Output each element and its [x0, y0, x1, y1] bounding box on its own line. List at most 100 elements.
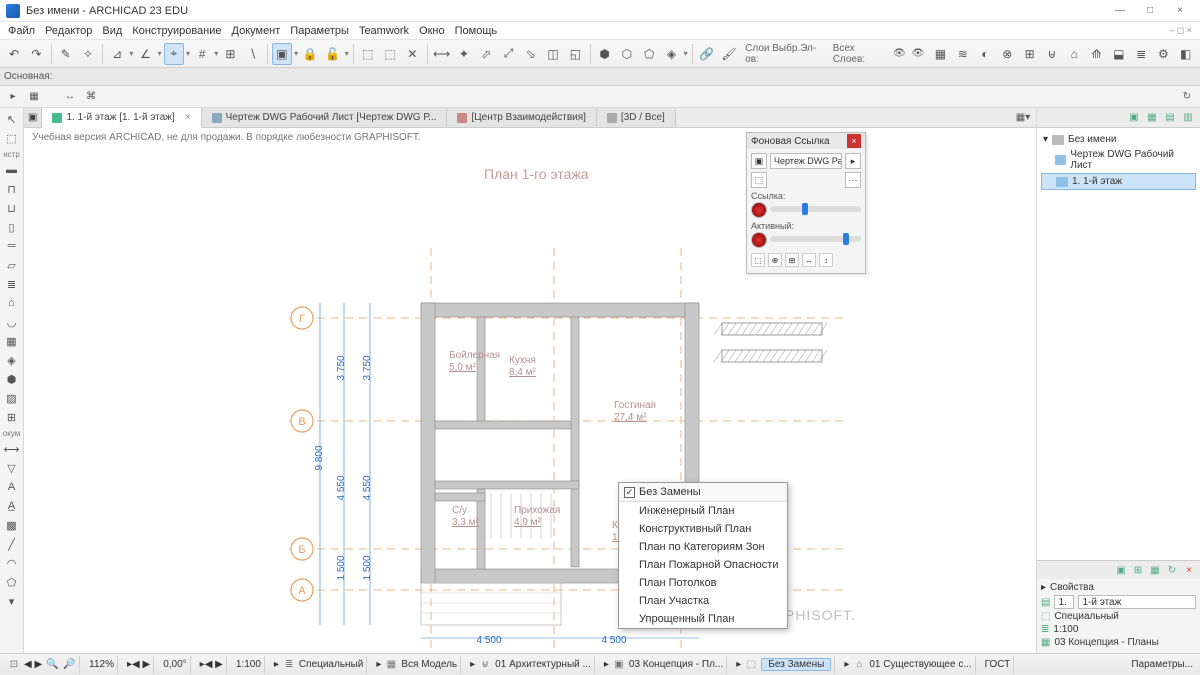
- r9-icon[interactable]: ⬓: [1109, 43, 1129, 65]
- dropdown-item[interactable]: План Потолков: [619, 574, 787, 592]
- tree-item-floor[interactable]: 1. 1-й этаж: [1041, 173, 1196, 190]
- sb-zoom-ctrl[interactable]: ⊡◀ ▶ 🔍 🔎: [4, 656, 80, 674]
- dropdown-item[interactable]: План Пожарной Опасности: [619, 556, 787, 574]
- fill-tool-icon[interactable]: ▩: [2, 516, 22, 534]
- ib-3-icon[interactable]: ↔: [61, 88, 79, 106]
- link-icon[interactable]: 🔗: [697, 43, 717, 65]
- sb-replace[interactable]: Без Замены: [761, 658, 831, 671]
- bgref-go-icon[interactable]: ▸: [845, 153, 861, 169]
- dropdown-item[interactable]: Конструктивный План: [619, 520, 787, 538]
- roof-tool-icon[interactable]: ⌂: [2, 294, 22, 312]
- eye1-icon[interactable]: 👁: [891, 45, 908, 63]
- line-tool-icon[interactable]: ╱: [2, 535, 22, 553]
- nav-mode1-icon[interactable]: ▣: [1126, 110, 1142, 126]
- level-tool-icon[interactable]: ▽: [2, 459, 22, 477]
- sb-gost[interactable]: ГОСТ: [985, 659, 1011, 670]
- arc-tool-icon[interactable]: ◠: [2, 554, 22, 572]
- nav-mode2-icon[interactable]: ▦: [1144, 110, 1160, 126]
- eye2-icon[interactable]: 👁: [910, 45, 927, 63]
- undo-icon[interactable]: ↶: [4, 43, 24, 65]
- column-tool-icon[interactable]: ▯: [2, 218, 22, 236]
- background-ref-panel[interactable]: Фоновая Ссылка × ▣ Чертеж DWG Рабоч... ▸…: [746, 132, 866, 274]
- props-story-num[interactable]: 1.: [1054, 595, 1074, 609]
- tool-d-icon[interactable]: ◈: [661, 43, 681, 65]
- bgref-i3-icon[interactable]: ⊞: [785, 253, 799, 267]
- curtain-tool-icon[interactable]: ▦: [2, 332, 22, 350]
- pick-icon[interactable]: ✎: [56, 43, 76, 65]
- more-tool-icon[interactable]: ▾: [2, 592, 22, 610]
- props-layer-combo[interactable]: Специальный: [1054, 611, 1118, 622]
- lock-icon[interactable]: 🔒: [300, 43, 320, 65]
- label-tool-icon[interactable]: A̲: [2, 497, 22, 515]
- props-i1-icon[interactable]: ▣: [1114, 563, 1128, 577]
- menu-help[interactable]: Помощь: [451, 25, 502, 37]
- r5-icon[interactable]: ⊞: [1019, 43, 1039, 65]
- beam-tool-icon[interactable]: ═: [2, 237, 22, 255]
- menu-params[interactable]: Параметры: [286, 25, 353, 37]
- tab-overflow-icon[interactable]: ▦▾: [1014, 109, 1032, 127]
- tree-item-dwg[interactable]: Чертеж DWG Рабочий Лист: [1041, 147, 1196, 173]
- redo-icon[interactable]: ↷: [26, 43, 46, 65]
- tab-interaction[interactable]: [Центр Взаимодействия]: [447, 108, 596, 127]
- group-icon[interactable]: ▣: [272, 43, 292, 65]
- text-tool-icon[interactable]: A: [2, 478, 22, 496]
- dropdown-item[interactable]: План Участка: [619, 592, 787, 610]
- r2-icon[interactable]: ≋: [953, 43, 973, 65]
- edit1-icon[interactable]: ⬀: [476, 43, 496, 65]
- guide2-icon[interactable]: ∖: [243, 43, 263, 65]
- snap-icon[interactable]: ⌖: [164, 43, 184, 65]
- bgref-slider-link[interactable]: [770, 206, 861, 212]
- bgref-toggle-icon[interactable]: ▣: [751, 153, 767, 169]
- r10-icon[interactable]: ≣: [1131, 43, 1151, 65]
- menu-editor[interactable]: Редактор: [41, 25, 96, 37]
- props-i2-icon[interactable]: ⊞: [1131, 563, 1145, 577]
- ruler-icon[interactable]: ⊿: [107, 43, 127, 65]
- r8-icon[interactable]: ⟰: [1086, 43, 1106, 65]
- props-i4-icon[interactable]: ↻: [1165, 563, 1179, 577]
- mesh-tool-icon[interactable]: ⊞: [2, 408, 22, 426]
- align2-icon[interactable]: ⬚: [380, 43, 400, 65]
- wall-tool-icon[interactable]: ▬: [2, 161, 22, 179]
- bgref-i2-icon[interactable]: ⊕: [768, 253, 782, 267]
- stair-tool-icon[interactable]: ≣: [2, 275, 22, 293]
- menu-window[interactable]: Окно: [415, 25, 449, 37]
- bgref-close-icon[interactable]: ×: [847, 134, 861, 148]
- dropdown-check-icon[interactable]: ✓: [624, 487, 635, 498]
- r6-icon[interactable]: ⊎: [1042, 43, 1062, 65]
- sb-scale[interactable]: 1:100: [233, 656, 265, 674]
- r11-icon[interactable]: ⚙: [1153, 43, 1173, 65]
- minimize-button[interactable]: —: [1106, 2, 1134, 20]
- bgref-active-color-icon[interactable]: [751, 232, 767, 248]
- sb-zoom[interactable]: 112%: [86, 656, 118, 674]
- measure-icon[interactable]: ⟷: [431, 43, 451, 65]
- menu-teamwork[interactable]: Teamwork: [355, 25, 413, 37]
- zone-tool-icon[interactable]: ▨: [2, 389, 22, 407]
- bgref-i5-icon[interactable]: ↕: [819, 253, 833, 267]
- tab-nav-icon[interactable]: ▣: [24, 108, 42, 127]
- bgref-i4-icon[interactable]: ↔: [802, 253, 816, 267]
- object-tool-icon[interactable]: ⬢: [2, 370, 22, 388]
- ib-r1-icon[interactable]: ↻: [1178, 88, 1196, 106]
- edit3-icon[interactable]: ⬂: [521, 43, 541, 65]
- cancel-icon[interactable]: ✕: [402, 43, 422, 65]
- props-story-name[interactable]: 1-й этаж: [1078, 595, 1196, 609]
- menu-file[interactable]: Файл: [4, 25, 39, 37]
- menu-document[interactable]: Документ: [228, 25, 285, 37]
- bgref-opt2-icon[interactable]: ⋯: [845, 172, 861, 188]
- props-mvo[interactable]: 03 Концепция - Планы: [1054, 637, 1158, 648]
- door-tool-icon[interactable]: ⊓: [2, 180, 22, 198]
- dim-tool-icon[interactable]: ⟷: [2, 440, 22, 458]
- edit4-icon[interactable]: ◫: [543, 43, 563, 65]
- nav-mode4-icon[interactable]: ▥: [1180, 110, 1196, 126]
- sb-exist[interactable]: 01 Существующее с...: [869, 659, 971, 670]
- arrow-tool-icon[interactable]: ↖: [2, 110, 22, 128]
- dropdown-item[interactable]: План по Категориям Зон: [619, 538, 787, 556]
- tab-floor-plan[interactable]: 1. 1-й этаж [1. 1-й этаж] ×: [42, 108, 201, 128]
- ib-4-icon[interactable]: ⌘: [82, 88, 100, 106]
- sb-model[interactable]: Вся Модель: [401, 659, 457, 670]
- menu-view[interactable]: Вид: [98, 25, 126, 37]
- menu-construct[interactable]: Конструирование: [128, 25, 225, 37]
- props-close-icon[interactable]: ×: [1182, 563, 1196, 577]
- sb-angle[interactable]: 0,00°: [160, 656, 190, 674]
- morph-tool-icon[interactable]: ◈: [2, 351, 22, 369]
